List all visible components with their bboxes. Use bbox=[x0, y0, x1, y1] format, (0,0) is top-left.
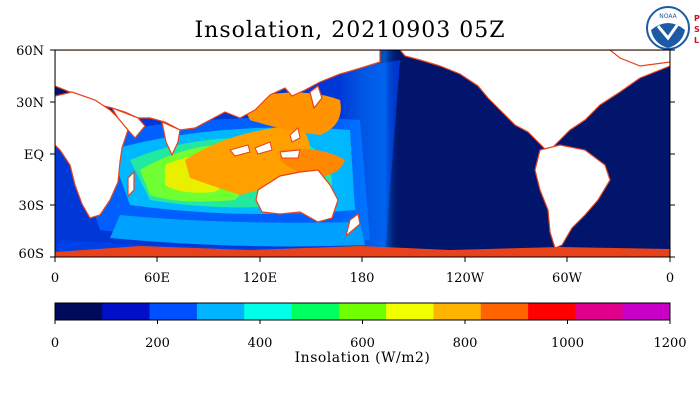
land-masses bbox=[55, 50, 670, 257]
newzealand-land bbox=[344, 212, 361, 238]
australia-land bbox=[255, 169, 339, 223]
japan-land bbox=[309, 85, 323, 110]
psl-logo-icon: P S L bbox=[694, 14, 700, 45]
map-field bbox=[55, 50, 670, 257]
colorbar-segment bbox=[480, 303, 529, 320]
colorbar-tick-labels: 0 200 400 600 800 1000 1200 bbox=[51, 336, 687, 351]
lon-label-120w: 120W bbox=[446, 271, 485, 286]
greenland-land bbox=[609, 50, 670, 67]
eurasia-land bbox=[55, 50, 381, 131]
colorbar-segment bbox=[338, 303, 387, 320]
colorbar-segment bbox=[575, 303, 624, 320]
lon-label-180: 180 bbox=[350, 271, 375, 286]
lat-label-30n: 30N bbox=[16, 96, 44, 111]
noaa-psl-logos: NOAA P S L bbox=[646, 6, 700, 50]
colorbar-segment bbox=[386, 303, 434, 320]
colorbar-segment bbox=[622, 303, 671, 320]
colorbar-segment bbox=[55, 303, 103, 320]
madagascar-land bbox=[127, 170, 135, 198]
island-group bbox=[229, 127, 301, 159]
lon-label-120e: 120E bbox=[243, 271, 277, 286]
colorbar-ticks bbox=[54, 320, 671, 324]
noaa-logo-text: NOAA bbox=[659, 13, 677, 20]
psl-letter-p: P bbox=[694, 14, 700, 23]
lon-label-60w: 60W bbox=[552, 271, 583, 286]
antarctica-land bbox=[55, 246, 670, 257]
india-land bbox=[161, 120, 181, 157]
colorbar-title: Insolation (W/m2) bbox=[294, 350, 431, 366]
map-title: Insolation, 20210903 05Z bbox=[194, 18, 506, 43]
colorbar-tick-label: 600 bbox=[350, 336, 375, 351]
south-america-land bbox=[534, 144, 611, 249]
colorbar-segment bbox=[149, 303, 198, 320]
north-america-land bbox=[399, 50, 670, 153]
noaa-logo-icon: NOAA bbox=[646, 6, 690, 50]
colorbar-tick-label: 1200 bbox=[653, 336, 686, 351]
colorbar-segments bbox=[55, 303, 671, 320]
colorbar-tick-label: 400 bbox=[248, 336, 273, 351]
colorbar-segment bbox=[433, 303, 482, 320]
lon-labels: 0 60E 120E 180 120W 60W 0 bbox=[51, 271, 674, 286]
colorbar-tick-label: 200 bbox=[145, 336, 170, 351]
lat-label-eq: EQ bbox=[24, 148, 44, 163]
colorbar-segment bbox=[102, 303, 151, 320]
colorbar-segment bbox=[244, 303, 293, 320]
insolation-map: 60N 30N EQ 30S 60S 0 60E 120E 180 120W 6… bbox=[16, 44, 675, 286]
psl-letter-s: S bbox=[694, 25, 700, 34]
lat-label-30s: 30S bbox=[19, 199, 44, 214]
colorbar-tick-label: 0 bbox=[51, 336, 59, 351]
africa-land bbox=[55, 91, 129, 219]
lon-label-0-east: 0 bbox=[666, 271, 674, 286]
colorbar-tick-label: 1000 bbox=[551, 336, 584, 351]
lat-labels: 60N 30N EQ 30S 60S bbox=[16, 44, 44, 262]
colorbar-segment bbox=[291, 303, 340, 320]
lat-label-60n: 60N bbox=[16, 44, 44, 59]
psl-letter-l: L bbox=[694, 36, 699, 45]
colorbar-segment bbox=[528, 303, 576, 320]
colorbar-segment bbox=[196, 303, 245, 320]
colorbar-tick-label: 800 bbox=[453, 336, 478, 351]
arabia-land bbox=[110, 106, 146, 139]
lon-ticks bbox=[54, 257, 671, 262]
lon-label-60e: 60E bbox=[144, 271, 170, 286]
lat-label-60s: 60S bbox=[19, 247, 44, 262]
lat-ticks bbox=[50, 49, 675, 258]
lon-label-0-west: 0 bbox=[51, 271, 59, 286]
